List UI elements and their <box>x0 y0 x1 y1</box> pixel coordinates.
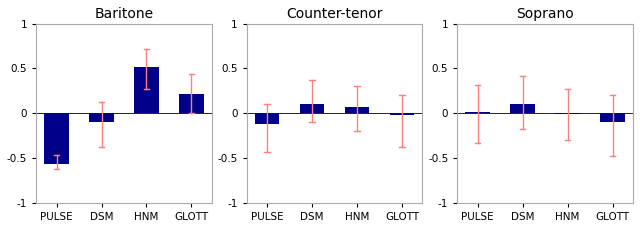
Bar <box>465 112 490 113</box>
Bar <box>89 113 114 122</box>
Bar <box>600 113 625 122</box>
Bar <box>510 104 535 113</box>
Bar <box>390 113 414 115</box>
Title: Baritone: Baritone <box>95 7 154 21</box>
Bar <box>556 113 580 114</box>
Bar <box>179 93 204 113</box>
Bar <box>345 107 369 113</box>
Title: Soprano: Soprano <box>516 7 574 21</box>
Bar <box>300 104 324 113</box>
Bar <box>44 113 69 164</box>
Bar <box>134 67 159 113</box>
Title: Counter-tenor: Counter-tenor <box>286 7 383 21</box>
Bar <box>255 113 280 124</box>
